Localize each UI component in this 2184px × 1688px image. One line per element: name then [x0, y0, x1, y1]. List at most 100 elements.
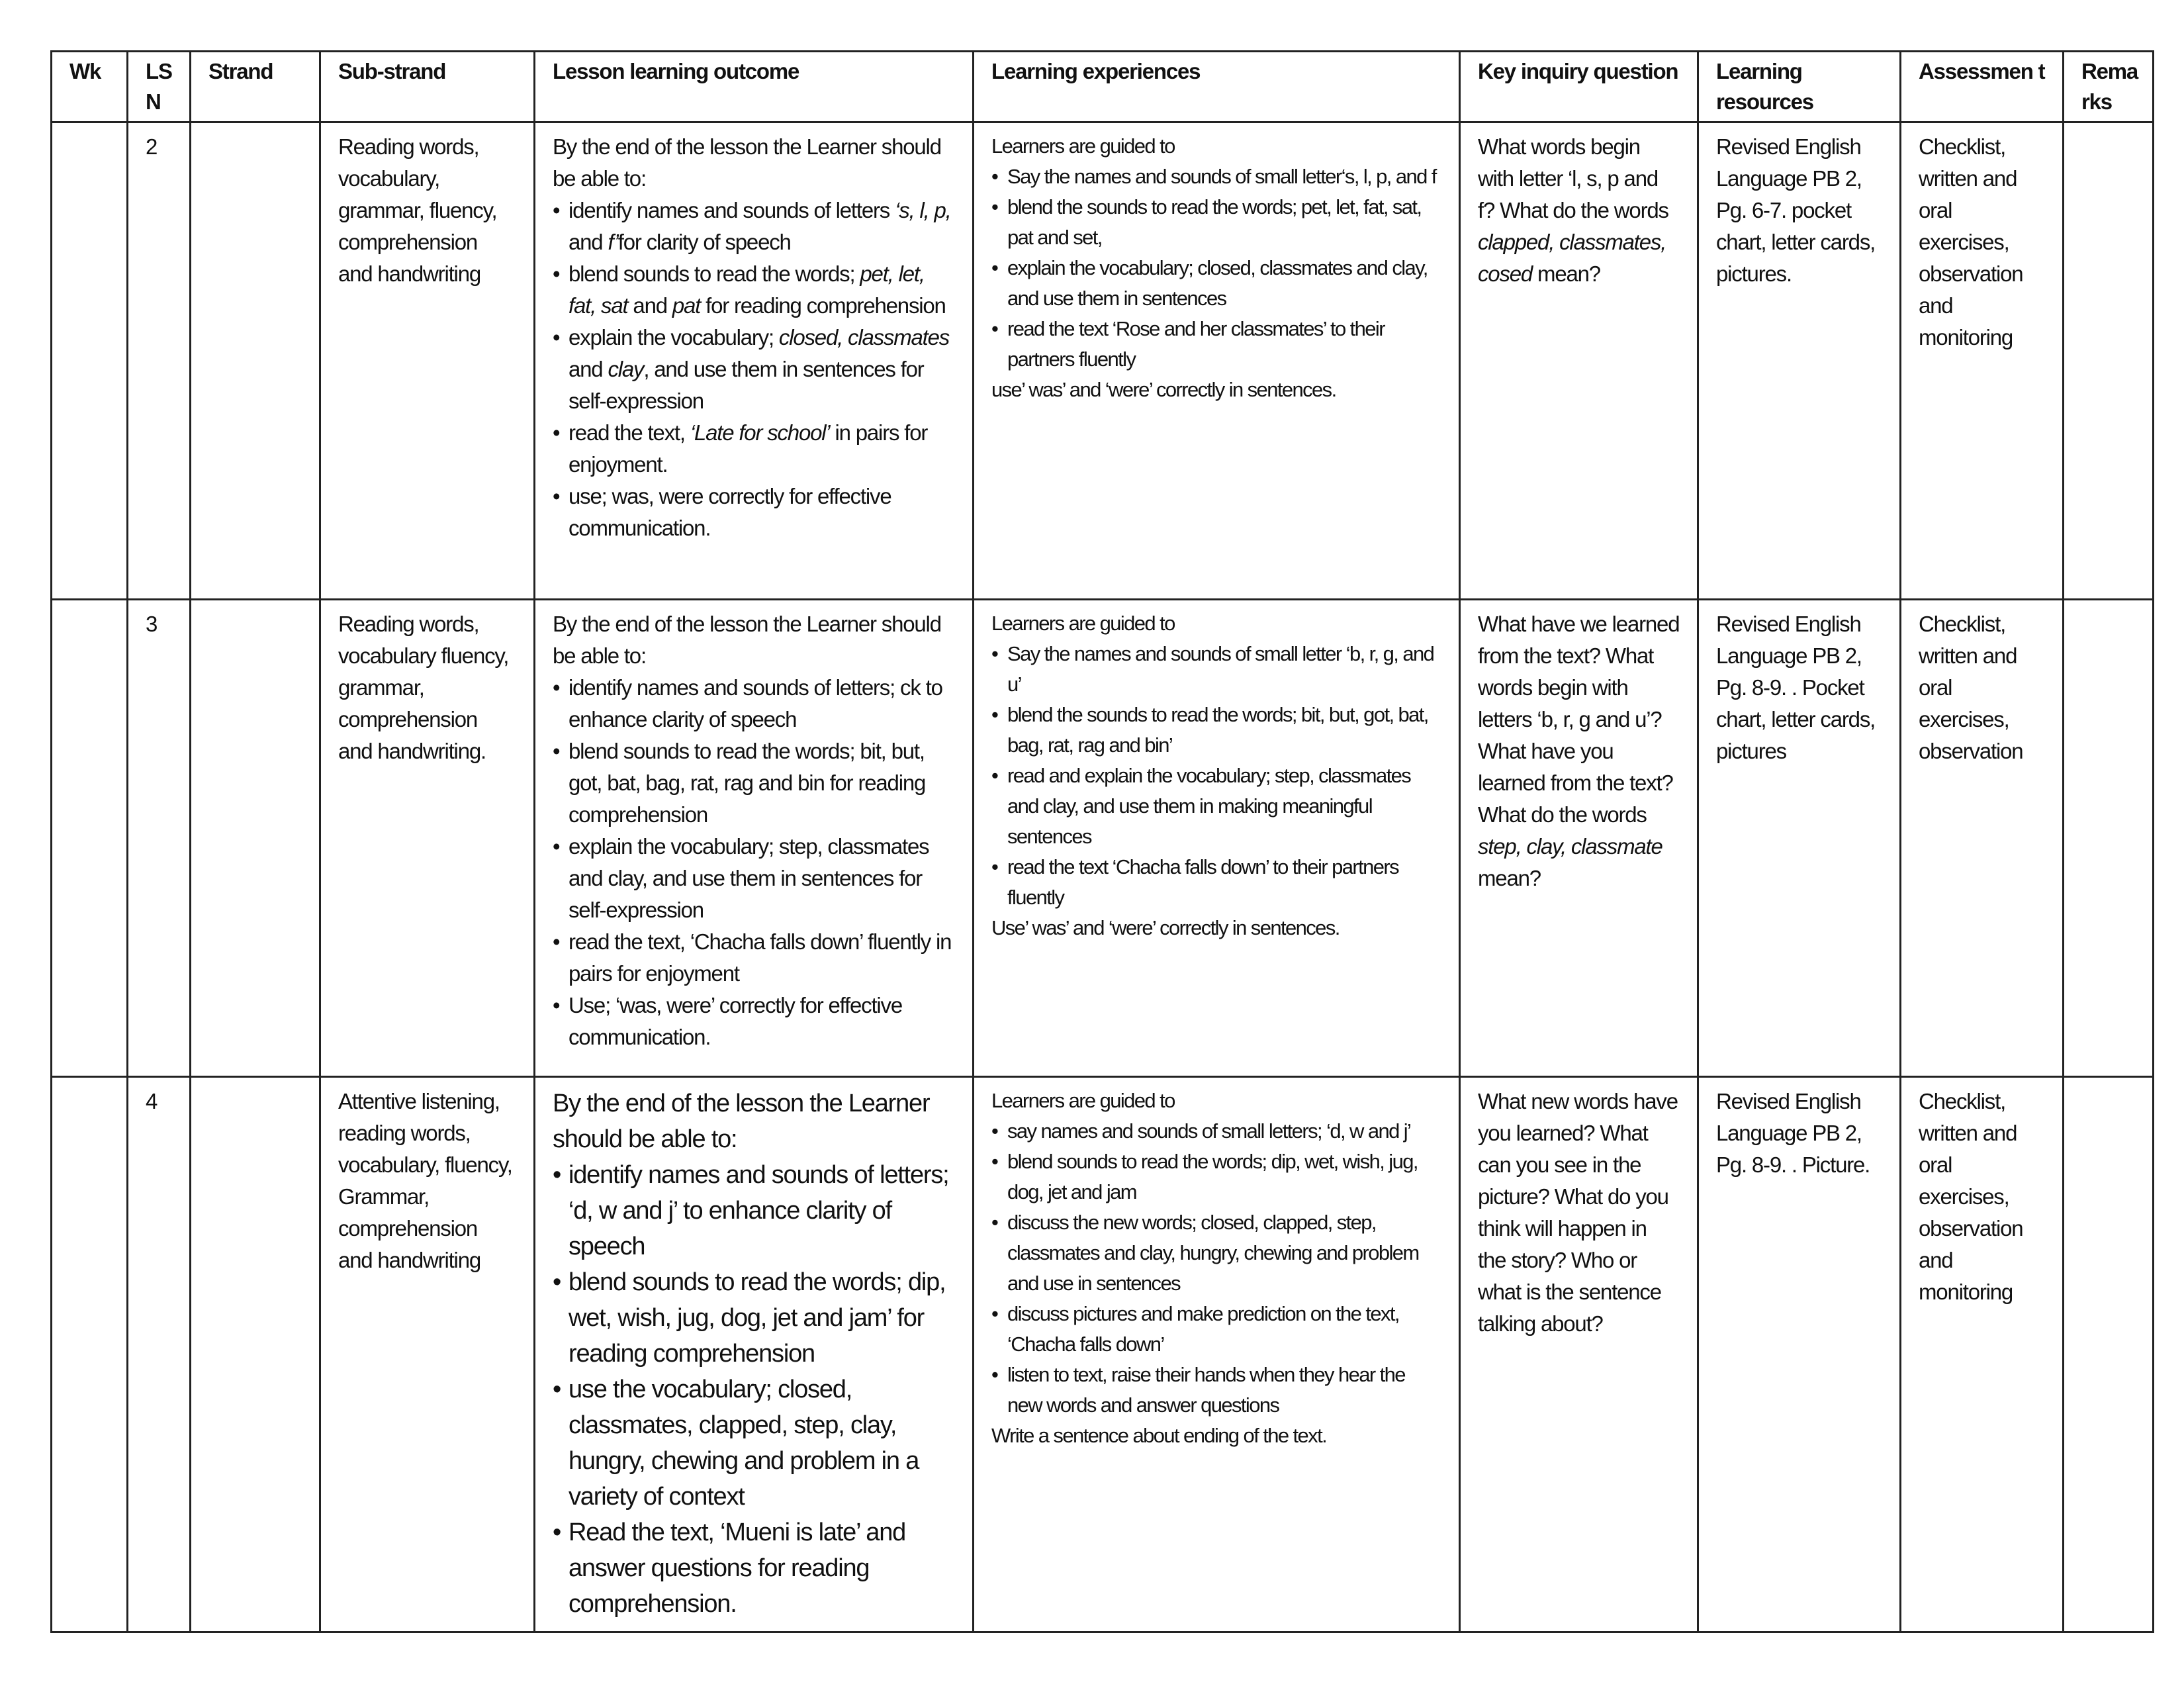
- closing-text: use’ was’ and ‘were’ correctly in senten…: [991, 378, 1337, 401]
- assessment-cell: Checklist, written and oral exercises, o…: [1899, 121, 2064, 600]
- text-segment: blend sounds to read the words; dip, wet…: [569, 1268, 946, 1368]
- header-learning-resources: Learning resources: [1697, 50, 1901, 123]
- text-segment: for clarity of speech: [617, 230, 792, 254]
- text-segment: and: [569, 357, 608, 381]
- bullet-item: read the text, ‘Chacha falls down’ fluen…: [553, 926, 955, 990]
- text-segment: clapped, classmates, cosed: [1478, 230, 1666, 286]
- text-segment: explain the vocabulary; step, classmates…: [569, 834, 930, 922]
- assessment-cell: Checklist, written and oral exercises, o…: [1899, 598, 2064, 1078]
- text-segment: Say the names and sounds of small letter…: [1007, 165, 1437, 188]
- closing-text: Use’ was’ and ‘were’ correctly in senten…: [991, 916, 1340, 939]
- text-segment: read and explain the vocabulary; step, c…: [1007, 764, 1412, 848]
- intro-text: By the end of the lesson the Learner sho…: [553, 612, 942, 668]
- lesson-row: 3 Reading words, vocabulary fluency, gram…: [50, 598, 2154, 1078]
- assessment-cell: Checklist, written and oral exercises, o…: [1899, 1076, 2064, 1633]
- key-inquiry-question-cell: What have we learned from the text? What…: [1459, 598, 1699, 1078]
- week-cell: [50, 598, 128, 1078]
- text-segment: pat: [672, 293, 701, 318]
- closing-text: Write a sentence about ending of the tex…: [991, 1424, 1328, 1447]
- intro-text: Learners are guided to: [991, 1089, 1175, 1112]
- remarks-cell: [2062, 121, 2154, 600]
- scheme-of-work-table: Wk LS N Strand Sub-strand Lesson learnin…: [50, 50, 2154, 1633]
- bullet-list: identify names and sounds of letters; ck…: [553, 672, 955, 1053]
- learning-resources-cell: Revised English Language PB 2, Pg. 6-7. …: [1697, 121, 1901, 600]
- text-segment: blend the sounds to read the words; bit,…: [1007, 703, 1429, 757]
- learning-resources-cell: Revised English Language PB 2, Pg. 8-9. …: [1697, 1076, 1901, 1633]
- learning-outcome-cell: By the end of the lesson the Learner sho…: [533, 1076, 974, 1633]
- bullet-list: say names and sounds of small letters; ‘…: [991, 1116, 1441, 1421]
- header-week: Wk: [50, 50, 128, 123]
- lesson-row: 4 Attentive listening, reading words, voc…: [50, 1076, 2154, 1633]
- bullet-item: Use; ‘was, were’ correctly for effective…: [553, 990, 955, 1053]
- text-segment: Say the names and sounds of small letter…: [1007, 642, 1435, 696]
- key-inquiry-question-cell: What words begin with letter ‘l, s, p an…: [1459, 121, 1699, 600]
- text-segment: say names and sounds of small letters; ‘…: [1007, 1119, 1412, 1143]
- text-segment: ‘Late for school’: [690, 420, 831, 445]
- text-segment: blend sounds to read the words; dip, wet…: [1007, 1150, 1418, 1203]
- strand-cell: [189, 121, 321, 600]
- lesson-number-cell: 4: [126, 1076, 191, 1633]
- text-segment: discuss pictures and make prediction on …: [1007, 1302, 1400, 1356]
- text-segment: , and use them in sentences for self-exp…: [569, 357, 925, 413]
- bullet-item: blend sounds to read the words; bit, but…: [553, 735, 955, 831]
- week-cell: [50, 121, 128, 600]
- text-segment: What new words have you learned? What ca…: [1478, 1089, 1678, 1336]
- text-segment: closed, classmates: [778, 325, 950, 350]
- intro-text: Learners are guided to: [991, 612, 1175, 635]
- text-segment: read the text ‘Rose and her classmates’ …: [1007, 317, 1386, 371]
- text-segment: read the text,: [569, 420, 690, 445]
- remarks-cell: [2062, 1076, 2154, 1633]
- bullet-list: Say the names and sounds of small letter…: [991, 639, 1441, 913]
- bullet-list: identify names and sounds of letters ‘s,…: [553, 195, 955, 544]
- text-segment: identify names and sounds of letters; ck…: [569, 675, 943, 731]
- text-segment: explain the vocabulary; closed, classmat…: [1007, 256, 1428, 310]
- text-segment: identify names and sounds of letters: [569, 198, 895, 222]
- learning-experiences-cell: Learners are guided to Say the names and …: [972, 121, 1461, 600]
- header-strand: Strand: [189, 50, 321, 123]
- bullet-item: discuss the new words; closed, clapped, …: [991, 1207, 1441, 1299]
- text-segment: and: [627, 293, 672, 318]
- text-segment: Use; ‘was, were’ correctly for effective…: [569, 993, 903, 1049]
- bullet-item: blend sounds to read the words; dip, wet…: [991, 1147, 1441, 1207]
- text-segment: read the text ‘Chacha falls down’ to the…: [1007, 855, 1400, 909]
- text-segment: use the vocabulary; closed, classmates, …: [569, 1376, 919, 1511]
- learning-outcome-cell: By the end of the lesson the Learner sho…: [533, 121, 974, 600]
- learning-experiences-cell: Learners are guided to Say the names and …: [972, 598, 1461, 1078]
- text-segment: listen to text, raise their hands when t…: [1007, 1363, 1406, 1417]
- header-sub-strand: Sub-strand: [319, 50, 535, 123]
- text-segment: blend sounds to read the words; bit, but…: [569, 739, 926, 827]
- text-segment: What have we learned from the text? What…: [1478, 612, 1680, 827]
- bullet-item: explain the vocabulary; closed, classmat…: [991, 253, 1441, 314]
- bullet-item: blend sounds to read the words; pet, let…: [553, 258, 955, 322]
- learning-outcome-cell: By the end of the lesson the Learner sho…: [533, 598, 974, 1078]
- text-segment: for reading comprehension: [700, 293, 946, 318]
- text-segment: step, clay, classmate: [1478, 834, 1663, 859]
- strand-cell: [189, 598, 321, 1078]
- text-segment: read the text, ‘Chacha falls down’ fluen…: [569, 929, 952, 986]
- lesson-row: 2 Reading words, vocabulary, grammar, flu…: [50, 121, 2154, 600]
- bullet-item: use; was, were correctly for effective c…: [553, 481, 955, 544]
- bullet-item: say names and sounds of small letters; ‘…: [991, 1116, 1441, 1147]
- week-cell: [50, 1076, 128, 1633]
- header-lesson-number: LS N: [126, 50, 191, 123]
- text-segment: ‘s, l, p,: [895, 198, 952, 222]
- sub-strand-cell: Attentive listening, reading words, voca…: [319, 1076, 535, 1633]
- bullet-item: blend sounds to read the words; dip, wet…: [553, 1264, 955, 1372]
- text-segment: mean?: [1478, 866, 1541, 890]
- bullet-item: read the text ‘Chacha falls down’ to the…: [991, 852, 1441, 913]
- bullet-item: discuss pictures and make prediction on …: [991, 1299, 1441, 1360]
- text-segment: identify names and sounds of letters; ‘d…: [569, 1161, 950, 1260]
- text-segment: use; was, were correctly for effective c…: [569, 484, 892, 540]
- text-segment: in pairs for enjoyment.: [569, 420, 928, 477]
- text-segment: discuss the new words; closed, clapped, …: [1007, 1211, 1420, 1295]
- strand-cell: [189, 1076, 321, 1633]
- bullet-item: identify names and sounds of letters; ‘d…: [553, 1157, 955, 1264]
- learning-experiences-cell: Learners are guided to say names and soun…: [972, 1076, 1461, 1633]
- header-learning-outcome: Lesson learning outcome: [533, 50, 974, 123]
- bullet-item: identify names and sounds of letters; ck…: [553, 672, 955, 735]
- bullet-item: explain the vocabulary; step, classmates…: [553, 831, 955, 926]
- intro-text: By the end of the lesson the Learner sho…: [553, 134, 942, 191]
- learning-resources-cell: Revised English Language PB 2, Pg. 8-9. …: [1697, 598, 1901, 1078]
- text-segment: blend the sounds to read the words; pet,…: [1007, 195, 1422, 249]
- bullet-item: read and explain the vocabulary; step, c…: [991, 761, 1441, 852]
